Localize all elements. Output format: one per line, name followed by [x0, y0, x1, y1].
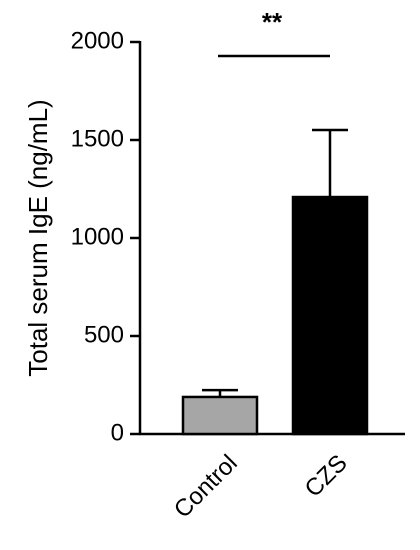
y-tick-label: 1500 [71, 125, 124, 152]
y-tick-label: 2000 [71, 27, 124, 54]
bar [181, 395, 259, 436]
significance-label: ** [262, 7, 283, 37]
x-tick-label: Control [169, 450, 243, 524]
y-tick-label: 0 [111, 419, 124, 446]
x-tick-label: CZS [300, 450, 353, 503]
y-tick-label: 1000 [71, 223, 124, 250]
y-tick-label: 500 [84, 321, 124, 348]
y-axis-label: Total serum IgE (ng/mL) [23, 99, 53, 376]
bar [291, 195, 369, 436]
